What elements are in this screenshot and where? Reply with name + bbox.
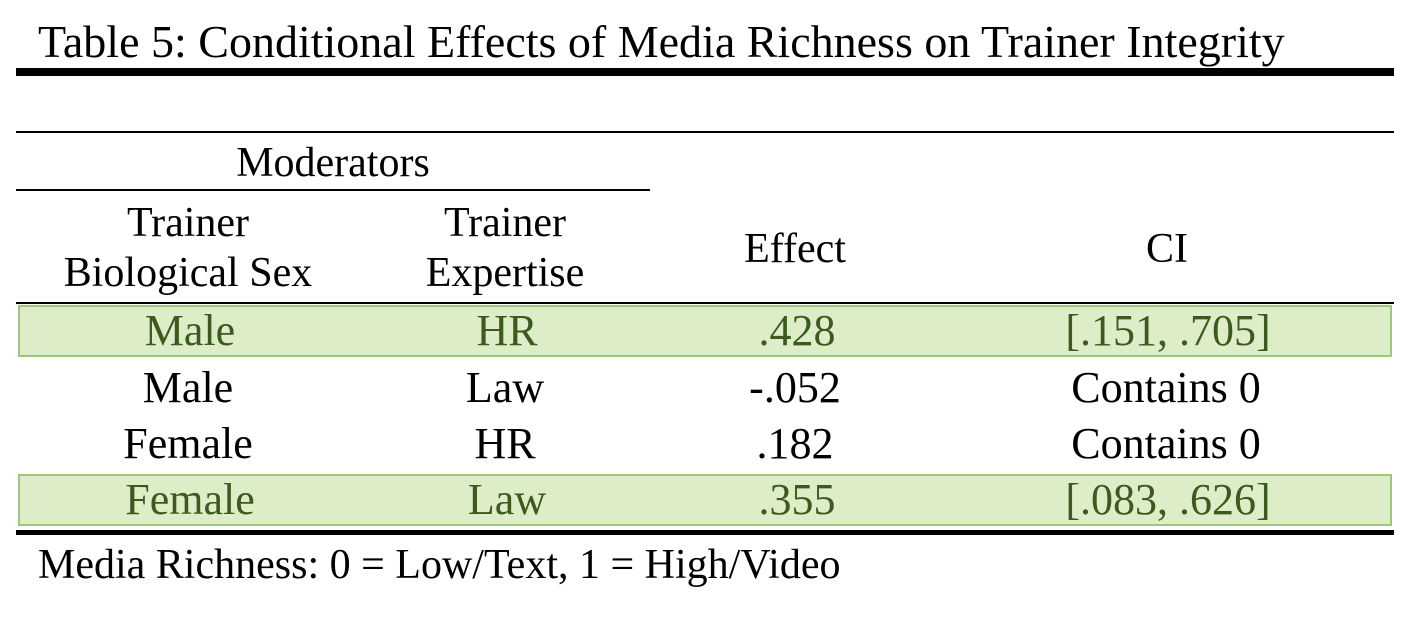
cell-ci: Contains 0 [1071, 363, 1261, 412]
cell-effect: .182 [756, 419, 834, 468]
cell-expertise: Law [467, 475, 547, 524]
cell-expertise: Law [465, 363, 545, 412]
column-header-sex-line-2: Biological Sex [63, 250, 313, 296]
cell-sex: Male [142, 363, 234, 412]
moderators-header: Moderators [236, 140, 430, 186]
moderators-rule [16, 189, 650, 191]
cell-sex: Female [123, 419, 253, 468]
column-header-sex: Trainer Biological Sex [16, 198, 360, 298]
column-header-expertise-line-1: Trainer [443, 200, 567, 246]
top-thin-rule [16, 131, 1394, 133]
cell-effect: -.052 [749, 363, 841, 412]
cell-ci: [.151, .705] [1065, 306, 1271, 355]
cell-expertise: HR [476, 306, 538, 355]
cell-effect: .428 [758, 306, 836, 355]
cell-sex: Female [125, 475, 255, 524]
cell-ci: Contains 0 [1071, 419, 1261, 468]
column-header-expertise-line-2: Expertise [425, 250, 585, 296]
table-row: Female HR .182 Contains 0 [18, 418, 1392, 470]
table-row: Male Law -.052 Contains 0 [18, 362, 1392, 414]
table-row-highlighted: Female Law .355 [.083, .626] [18, 474, 1392, 526]
cell-effect: .355 [758, 475, 836, 524]
table-note: Media Richness: 0 = Low/Text, 1 = High/V… [38, 542, 841, 588]
bottom-thick-rule [16, 530, 1394, 535]
top-thick-rule [16, 68, 1394, 76]
cell-sex: Male [144, 306, 236, 355]
cell-ci: [.083, .626] [1065, 475, 1271, 524]
header-rule [16, 302, 1394, 304]
column-header-expertise: Trainer Expertise [360, 198, 650, 298]
column-header-sex-line-1: Trainer [126, 200, 250, 246]
table-row-highlighted: Male HR .428 [.151, .705] [18, 305, 1392, 357]
column-header-ci: CI [1146, 226, 1188, 272]
table-title: Table 5: Conditional Effects of Media Ri… [38, 16, 1285, 67]
column-header-effect: Effect [744, 226, 846, 272]
cell-expertise: HR [474, 419, 536, 468]
